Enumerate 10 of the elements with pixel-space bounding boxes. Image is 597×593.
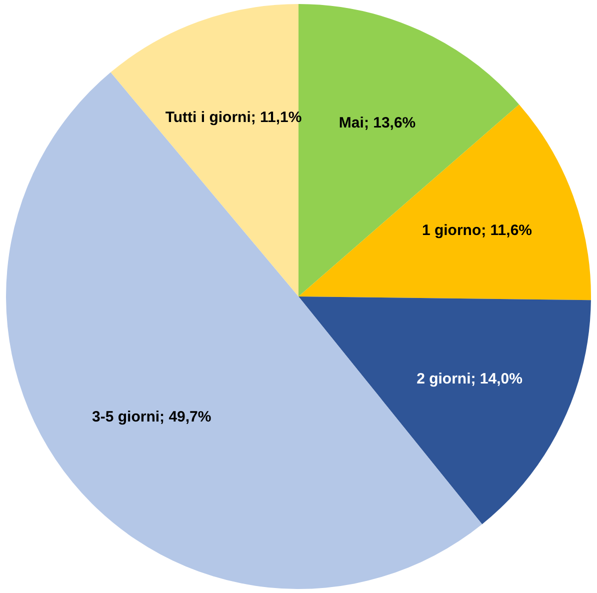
slice-label: 3-5 giorni	[92, 408, 160, 426]
data-label: ; 11,1%	[250, 108, 302, 126]
slice-label: 1 giorno	[422, 222, 482, 240]
slice-label: 2 giorni	[416, 370, 471, 388]
slice-label: Tutti i giorni	[165, 108, 251, 126]
data-label: ; 49,7%	[160, 408, 212, 426]
data-label: ; 11,6%	[481, 222, 532, 240]
data-label: ; 14,0%	[470, 370, 522, 388]
slice-label: Mai	[338, 114, 364, 132]
data-label: ; 13,6%	[364, 114, 416, 132]
